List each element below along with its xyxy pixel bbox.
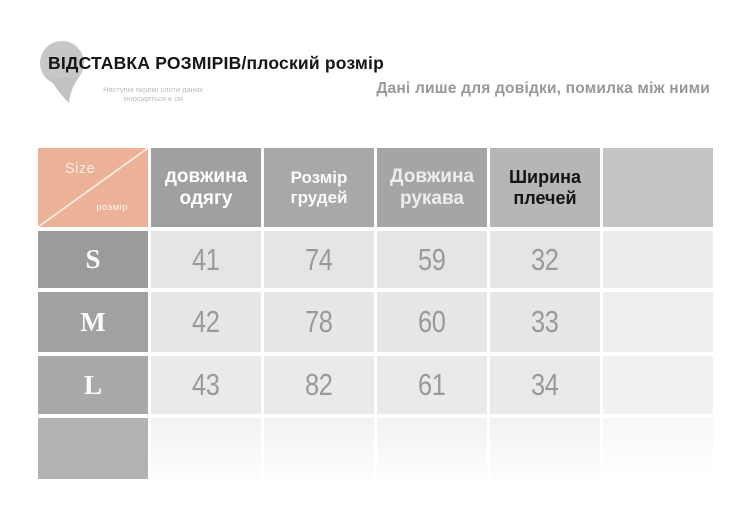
cell-l-sleeve-length: 61 xyxy=(377,356,487,414)
cell-m-sleeve-length: 60 xyxy=(377,292,487,352)
unit-note-line2: знаходяться в см xyxy=(122,94,184,103)
row-label-m: M xyxy=(38,292,148,352)
cell-value: 82 xyxy=(305,367,333,402)
cell-s-sleeve-length: 59 xyxy=(377,231,487,288)
cell-m-empty xyxy=(603,292,713,352)
cell-x-sleeve-length xyxy=(377,418,487,479)
cell-s-empty xyxy=(603,231,713,288)
column-header-shoulder-width: Ширина плечей xyxy=(490,148,600,227)
cell-value: 32 xyxy=(531,241,559,277)
cell-s-shoulder-width: 32 xyxy=(490,231,600,288)
column-header-sleeve-length: Довжина рукава xyxy=(377,148,487,227)
column-header-chest-size: Розмір грудей xyxy=(264,148,374,227)
cell-m-chest-size: 78 xyxy=(264,292,374,352)
unit-note: Наступні окремі слоти даних знаходяться … xyxy=(86,85,220,103)
corner-cell-size-rozmir: Size розмір xyxy=(38,148,148,227)
cell-value: 78 xyxy=(305,304,333,339)
cell-m-shoulder-width: 33 xyxy=(490,292,600,352)
size-table: Size розмір довжина одягу Розмір грудей … xyxy=(38,148,713,479)
cell-value: 41 xyxy=(192,241,220,277)
speech-balloon-icon xyxy=(40,41,84,103)
cell-x-garment-length xyxy=(151,418,261,479)
cell-s-garment-length: 41 xyxy=(151,231,261,288)
cell-s-chest-size: 74 xyxy=(264,231,374,288)
cell-value: 33 xyxy=(531,304,559,339)
row-label-empty xyxy=(38,418,148,479)
cell-l-empty xyxy=(603,356,713,414)
corner-label-rozmir: розмір xyxy=(96,202,128,213)
diagonal-divider-line xyxy=(38,148,148,227)
cell-value: 42 xyxy=(192,304,220,339)
row-label-s: S xyxy=(38,231,148,288)
cell-x-shoulder-width xyxy=(490,418,600,479)
unit-note-line1: Наступні окремі слоти даних xyxy=(103,85,203,94)
cell-l-shoulder-width: 34 xyxy=(490,356,600,414)
cell-value: 43 xyxy=(192,367,220,402)
column-header-garment-length: довжина одягу xyxy=(151,148,261,227)
cell-value: 60 xyxy=(418,304,446,339)
cell-x-chest-size xyxy=(264,418,374,479)
row-label-l: L xyxy=(38,356,148,414)
cell-l-chest-size: 82 xyxy=(264,356,374,414)
cell-value: 34 xyxy=(531,367,559,402)
cell-x-empty xyxy=(603,418,713,479)
disclaimer-note: Дані лише для довідки, помилка між ними xyxy=(376,80,710,97)
corner-label-size: Size xyxy=(65,161,96,177)
cell-l-garment-length: 43 xyxy=(151,356,261,414)
cell-value: 59 xyxy=(418,241,446,277)
column-header-empty xyxy=(603,148,713,227)
cell-m-garment-length: 42 xyxy=(151,292,261,352)
cell-value: 74 xyxy=(305,241,333,277)
page-title: ВІДСТАВКА РОЗМІРІВ/плоский розмір xyxy=(48,53,384,73)
cell-value: 61 xyxy=(418,367,446,402)
